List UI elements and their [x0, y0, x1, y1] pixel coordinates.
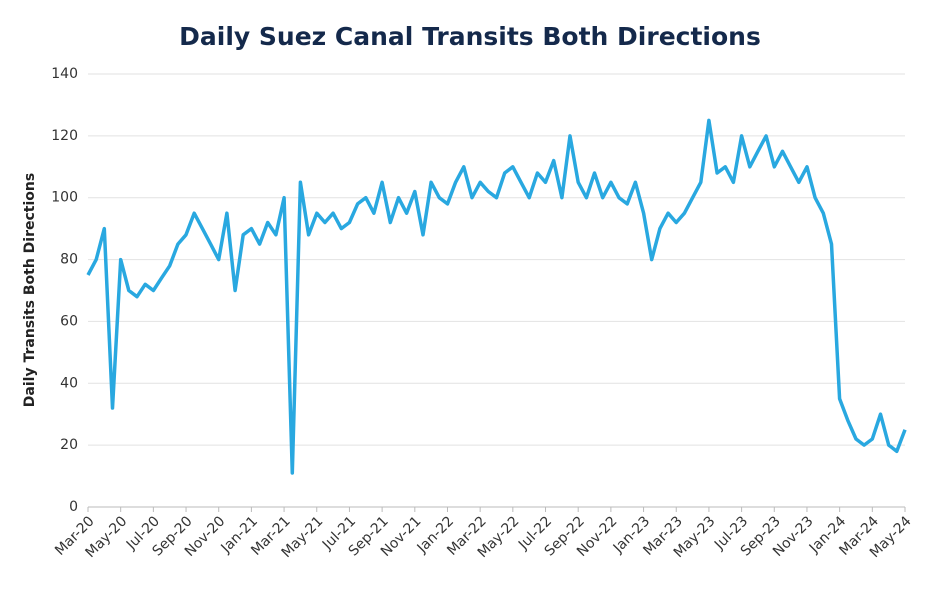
chart-title: Daily Suez Canal Transits Both Direction…	[179, 22, 761, 51]
data-line	[86, 118, 907, 475]
y-axis-label: Daily Transits Both Directions	[22, 173, 38, 407]
y-tick-label: 0	[69, 499, 78, 515]
y-tick-label: 60	[60, 313, 78, 329]
y-tick-label: 80	[60, 252, 78, 268]
y-tick-label: 40	[60, 375, 78, 391]
y-tick-label: 140	[51, 66, 78, 82]
y-tick-label: 120	[51, 128, 78, 144]
y-tick-label: 100	[51, 190, 78, 206]
y-tick-label: 20	[60, 437, 78, 453]
